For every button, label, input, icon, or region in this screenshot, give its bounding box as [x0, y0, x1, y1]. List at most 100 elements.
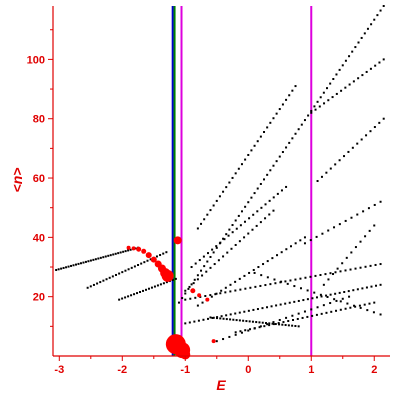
- data-point: [75, 263, 78, 266]
- data-point: [122, 250, 125, 253]
- data-point: [243, 220, 246, 223]
- data-point: [341, 64, 344, 67]
- data-point: [334, 163, 337, 166]
- data-point: [373, 301, 376, 304]
- data-point: [124, 269, 127, 272]
- data-point: [362, 210, 365, 213]
- data-point: [369, 67, 372, 70]
- ticks: -3 -2 -1 0 1 2 20 40 60 80 100: [27, 29, 377, 376]
- data-point: [220, 315, 223, 318]
- data-point: [268, 322, 271, 325]
- data-point: [247, 309, 250, 312]
- data-point: [238, 311, 241, 314]
- data-point: [368, 229, 371, 232]
- data-point: [149, 258, 152, 261]
- data-point: [127, 268, 130, 271]
- data-point: [133, 293, 136, 296]
- data-point: [316, 180, 319, 182]
- data-point: [358, 304, 361, 307]
- data-point: [316, 306, 319, 309]
- data-point: [220, 289, 223, 292]
- data-point: [315, 313, 318, 316]
- data-point: [124, 250, 127, 253]
- data-point: [335, 92, 338, 95]
- y-tick-label: 60: [33, 173, 45, 185]
- data-point: [253, 271, 256, 274]
- data-point: [210, 295, 213, 298]
- data-point: [177, 301, 180, 304]
- data-point: [297, 325, 300, 328]
- data-point: [276, 254, 279, 257]
- data-point: [327, 278, 330, 281]
- data-point: [327, 229, 330, 232]
- data-point: [174, 277, 177, 280]
- data-point: [361, 287, 364, 290]
- data-point: [250, 149, 253, 152]
- data-point: [261, 321, 264, 324]
- data-point: [216, 316, 219, 319]
- data-point: [146, 259, 149, 262]
- data-point: [94, 258, 97, 261]
- data-point: [234, 243, 237, 246]
- data-point: [118, 298, 121, 301]
- data-point: [239, 224, 242, 227]
- data-point: [360, 138, 363, 141]
- x-tick-label: 1: [308, 364, 314, 376]
- data-point: [124, 296, 127, 299]
- highlight-point: [126, 245, 131, 250]
- data-point: [378, 121, 381, 124]
- data-point: [296, 317, 299, 320]
- axes: [52, 6, 390, 357]
- data-point: [299, 287, 302, 290]
- data-point: [351, 50, 354, 53]
- data-point: [359, 240, 362, 243]
- data-point: [206, 260, 209, 263]
- data-point: [379, 283, 382, 286]
- data-point: [102, 279, 105, 282]
- data-point: [196, 227, 199, 230]
- data-point: [92, 258, 95, 261]
- data-point: [278, 318, 281, 321]
- data-point: [285, 185, 288, 188]
- data-point: [255, 321, 258, 324]
- data-point: [181, 297, 184, 300]
- data-point: [137, 264, 140, 266]
- data-point: [188, 285, 191, 288]
- data-point: [269, 121, 272, 124]
- data-point: [274, 323, 277, 326]
- data-point: [294, 132, 297, 135]
- data-point: [263, 325, 266, 328]
- data-point: [84, 260, 87, 263]
- data-point: [193, 320, 196, 323]
- data-point: [234, 331, 237, 334]
- data-point: [319, 293, 322, 296]
- data-point: [284, 302, 287, 305]
- data-point: [231, 176, 234, 179]
- data-point: [271, 322, 274, 325]
- data-point: [216, 317, 219, 320]
- data-point: [229, 318, 232, 321]
- data-point: [366, 309, 369, 312]
- data-point: [341, 262, 344, 265]
- data-point: [382, 117, 385, 120]
- data-point: [375, 284, 378, 287]
- data-point: [339, 300, 342, 303]
- highlighted-points: [126, 236, 216, 360]
- data-point: [331, 96, 334, 99]
- data-point: [219, 292, 222, 295]
- data-point: [159, 254, 162, 257]
- data-point: [201, 274, 204, 277]
- data-point: [250, 196, 253, 199]
- data-point: [229, 283, 232, 286]
- data-point: [212, 204, 215, 207]
- data-point: [287, 320, 290, 323]
- data-point: [285, 248, 288, 251]
- data-point: [288, 94, 291, 97]
- data-point: [260, 274, 263, 277]
- data-point: [92, 283, 95, 286]
- x-tick-label: 0: [245, 364, 251, 376]
- data-point: [238, 240, 241, 243]
- data-point: [333, 298, 336, 301]
- data-point: [313, 105, 316, 108]
- data-point: [112, 253, 115, 256]
